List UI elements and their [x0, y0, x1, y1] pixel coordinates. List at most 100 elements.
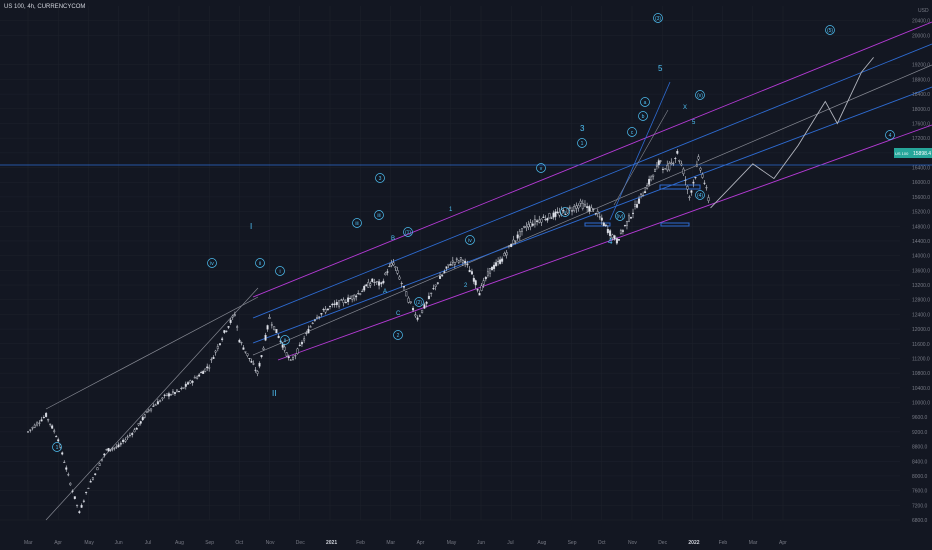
support-box-3 — [660, 222, 690, 227]
wave-circle — [465, 235, 475, 245]
candle-body — [296, 348, 299, 354]
candle-body — [441, 275, 444, 277]
candle-body — [672, 163, 675, 165]
candle-body — [167, 393, 170, 397]
candle-body — [198, 374, 201, 377]
candle-body — [493, 264, 496, 269]
candle-body — [59, 444, 62, 448]
candle-body — [204, 368, 207, 372]
wave-circle-label: 1 — [56, 445, 59, 451]
candle-body — [552, 212, 555, 218]
candle-body — [470, 271, 473, 275]
x-tick-label: Aug — [175, 540, 184, 546]
candle-body — [152, 405, 155, 407]
candle-body — [238, 339, 241, 343]
candle-body — [268, 317, 271, 319]
y-tick-label: 7200.0 — [912, 503, 928, 509]
x-tick-label: Nov — [628, 540, 637, 546]
candle-body — [604, 224, 607, 226]
x-tick-label: Mar — [386, 540, 395, 546]
candle-body — [275, 329, 278, 334]
candle-body — [682, 168, 685, 175]
candle-body — [402, 286, 405, 288]
candle-body — [258, 362, 261, 367]
candle-body — [73, 496, 76, 499]
candle-body — [61, 452, 64, 455]
candle-body — [596, 211, 599, 214]
candle-body — [695, 164, 698, 167]
wave-circle-label: (5) — [827, 28, 833, 34]
candle-body — [697, 156, 700, 160]
candle-body — [432, 288, 435, 290]
candle-body — [40, 419, 43, 422]
candle-body — [303, 338, 306, 341]
candle-body — [505, 252, 508, 256]
candle-body — [659, 160, 662, 162]
wave-circle-label: iv — [210, 261, 214, 267]
candle-body — [292, 357, 295, 360]
candle-body — [244, 351, 247, 353]
candle-body — [218, 343, 221, 345]
y-tick-label: 16000.0 — [912, 180, 930, 186]
candle-body — [353, 294, 356, 300]
candle-body — [664, 168, 667, 170]
wave-label-C: C — [396, 311, 401, 317]
x-tick-label: Feb — [719, 540, 728, 546]
candle-body — [189, 380, 192, 384]
y-tick-label: 18800.0 — [912, 77, 930, 83]
candle-body — [163, 394, 166, 396]
candle-body — [42, 417, 45, 419]
candle-body — [254, 369, 257, 371]
candle-body — [305, 332, 308, 334]
y-tick-label: 14000.0 — [912, 254, 930, 260]
current-price-value: 15898.4 — [913, 151, 931, 157]
support-box-1 — [584, 222, 611, 227]
candle-body — [703, 182, 706, 184]
candle-body — [464, 260, 467, 264]
wave-circle — [615, 211, 625, 221]
candle-body — [640, 193, 643, 195]
candle-body — [266, 325, 269, 330]
candle-body — [262, 347, 265, 350]
candle-body — [466, 264, 469, 266]
candle-body — [326, 308, 329, 311]
candle-body — [369, 283, 372, 286]
candle-body — [184, 383, 187, 387]
candle-body — [100, 459, 103, 461]
candle-body — [285, 352, 288, 357]
x-tick-label: Mar — [24, 540, 33, 546]
candle-body — [107, 447, 110, 452]
candle-body — [329, 305, 332, 307]
y-tick-label: 13600.0 — [912, 268, 930, 274]
candle-body — [119, 443, 122, 445]
candle-body — [359, 293, 362, 295]
wave-label-big-3: 3 — [580, 124, 585, 133]
wave-circle-label: (v) — [697, 93, 703, 99]
candle-body — [449, 264, 452, 266]
candle-body — [277, 335, 280, 339]
wave-circle-label: iv — [468, 238, 472, 244]
candle-body — [516, 234, 519, 239]
wave-label-5: 5 — [692, 120, 696, 126]
candle-body — [544, 219, 547, 221]
candle-body — [283, 346, 286, 351]
candle-body — [480, 285, 483, 291]
candle-body — [351, 295, 354, 300]
wave-circle — [627, 127, 637, 137]
candle-body — [143, 414, 146, 418]
candle-body — [165, 393, 168, 396]
trend-line-gray-long — [45, 296, 259, 410]
wave-label-big-5: 5 — [658, 64, 663, 73]
candle-body — [51, 425, 54, 429]
y-unit-label: USD — [918, 8, 929, 14]
lower-channel-blue — [252, 86, 932, 344]
candle-body — [600, 217, 603, 221]
y-tick-label: 9200.0 — [912, 430, 928, 436]
steep-channel-b — [613, 109, 669, 206]
candle-body — [69, 482, 72, 486]
wave-circle-label: v — [540, 166, 543, 172]
candle-body — [156, 401, 159, 405]
wave-circle-label: c — [631, 130, 634, 136]
candle-body — [648, 178, 651, 185]
